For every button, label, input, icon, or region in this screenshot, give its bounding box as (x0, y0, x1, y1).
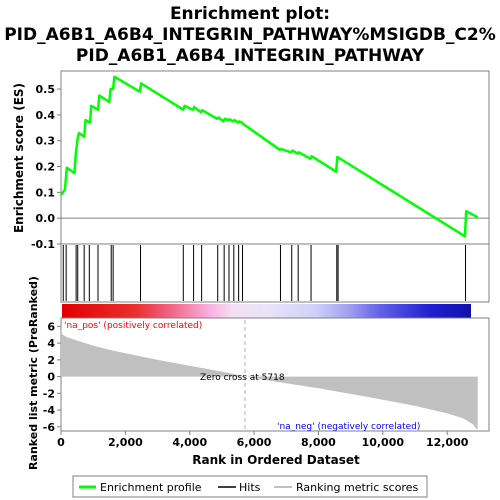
x-tick-label: 12,000 (426, 436, 469, 449)
x-tick-label: 6,000 (237, 436, 272, 449)
ranked-metric-area (61, 329, 478, 430)
hits-panel (60, 243, 490, 303)
x-tick-label: 8,000 (301, 436, 336, 449)
title-line-3: PID_A6B1_A6B4_INTEGRIN_PATHWAY (76, 46, 425, 66)
metric-panel: -6 -4 -2 0 2 4 6 0 2,000 4,000 6,000 8,000 10,000 12… (27, 276, 490, 470)
legend-box (72, 475, 428, 498)
pos-correlated-label: 'na_pos' (positively correlated) (64, 321, 202, 331)
x-tick-label: 4,000 (172, 436, 207, 449)
neg-correlated-label: 'na_neg' (negatively correlated) (277, 422, 420, 432)
es-panel-frame (60, 70, 490, 245)
es-y-tick-label: 0.2 (36, 161, 56, 174)
metric-y-tick-label: 0 (47, 371, 55, 384)
x-tick-label: 10,000 (362, 436, 405, 449)
es-y-tick-label: 0.0 (36, 212, 56, 225)
metric-y-tick-label: -2 (43, 387, 55, 400)
es-y-tick-label: -0.1 (31, 238, 55, 251)
metric-y-tick-label: 4 (47, 337, 55, 350)
metric-y-tick-label: -4 (43, 404, 56, 417)
legend: Enrichment profile Hits Ranking metric s… (72, 475, 428, 498)
es-panel: -0.1 0.0 0.1 0.2 0.3 0.4 0.5 Enrichment score … (12, 70, 490, 251)
metric-y-tick-label: 2 (47, 354, 55, 367)
x-tick-label: 0 (57, 436, 65, 449)
zero-cross-label: Zero cross at 5718 (200, 373, 285, 383)
es-y-tick-label: 0.4 (36, 109, 56, 122)
legend-metric-label: Ranking metric scores (296, 481, 418, 494)
title-line-1: Enrichment plot: (170, 4, 330, 24)
rank-color-bar (62, 304, 471, 318)
hits-panel-frame (60, 243, 490, 303)
legend-hits-label: Hits (239, 481, 261, 494)
es-y-tick-label: 0.1 (36, 186, 56, 199)
es-y-tick-label: 0.3 (36, 135, 56, 148)
x-tick-label: 2,000 (108, 436, 143, 449)
es-y-tick-label: 0.5 (36, 83, 56, 96)
title-line-2: PID_A6B1_A6B4_INTEGRIN_PATHWAY%MSIGDB_C2… (4, 25, 496, 45)
legend-enrichment-label: Enrichment profile (100, 481, 202, 494)
es-y-axis-label: Enrichment score (ES) (12, 83, 26, 233)
metric-y-tick-label: -6 (43, 421, 56, 434)
metric-y-axis-label: Ranked list metric (PreRanked) (27, 276, 40, 470)
x-axis-label: Rank in Ordered Dataset (192, 453, 360, 467)
metric-y-tick-label: 6 (47, 320, 55, 333)
enrichment-profile-line (60, 75, 479, 238)
